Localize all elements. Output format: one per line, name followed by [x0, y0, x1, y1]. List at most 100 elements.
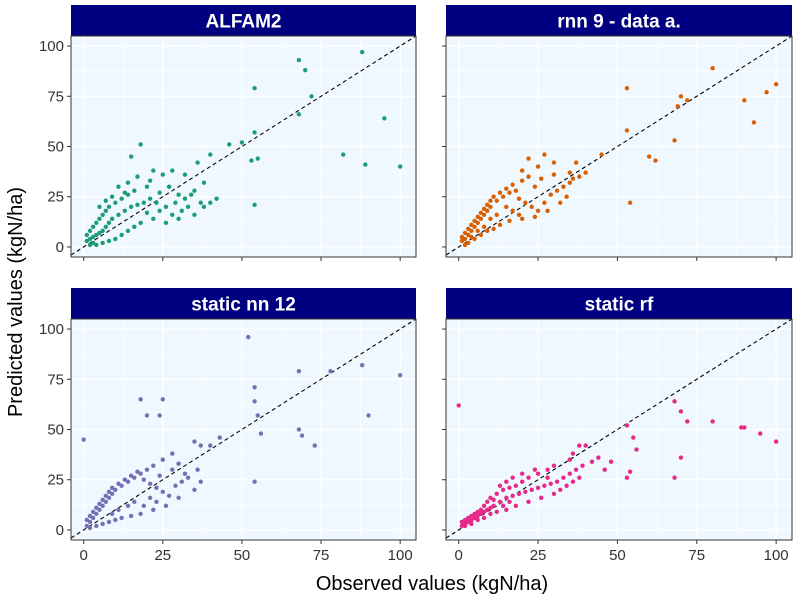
data-point	[109, 511, 115, 517]
panel-title: rnn 9 - data a.	[557, 12, 681, 33]
data-point	[201, 180, 207, 185]
data-point	[97, 507, 102, 513]
data-point	[103, 198, 109, 203]
data-point	[359, 49, 365, 55]
data-point	[504, 204, 509, 209]
data-point	[382, 116, 387, 121]
data-point	[523, 200, 528, 205]
data-point	[472, 515, 477, 521]
data-point	[475, 509, 480, 515]
data-point	[545, 467, 550, 472]
data-point	[672, 475, 677, 480]
data-point	[192, 212, 197, 218]
data-point	[513, 188, 519, 193]
data-point	[567, 170, 572, 175]
data-point	[551, 160, 557, 165]
data-point	[154, 200, 159, 205]
data-point	[170, 467, 175, 472]
data-point	[564, 483, 569, 488]
data-point	[466, 519, 471, 525]
data-point	[103, 499, 109, 505]
data-point	[366, 413, 371, 418]
data-point	[97, 204, 102, 209]
data-point	[147, 481, 153, 486]
data-point	[526, 156, 531, 161]
data-point	[141, 200, 146, 205]
data-point	[510, 475, 515, 480]
data-point	[176, 461, 181, 466]
data-point	[138, 511, 143, 517]
data-point	[179, 208, 184, 213]
data-point	[94, 220, 99, 226]
data-point	[160, 397, 165, 402]
data-point	[125, 479, 131, 484]
data-point	[397, 373, 403, 378]
data-point	[631, 435, 636, 440]
data-point	[475, 513, 480, 519]
data-point	[751, 120, 757, 125]
data-point	[103, 208, 109, 213]
data-point	[128, 513, 134, 519]
data-point	[570, 479, 576, 484]
data-point	[580, 463, 585, 468]
y-tick-label: 75	[47, 88, 64, 105]
data-point	[122, 477, 128, 482]
data-point	[113, 517, 118, 523]
data-point	[252, 202, 257, 207]
data-point	[141, 503, 146, 509]
data-point	[472, 236, 477, 242]
data-point	[456, 403, 461, 408]
data-point	[208, 200, 213, 205]
panel-strip	[446, 288, 792, 319]
y-tick-label: 25	[47, 189, 64, 206]
x-tick-label: 50	[609, 547, 626, 564]
data-point	[545, 208, 550, 213]
y-tick-label: 100	[39, 321, 64, 338]
data-point	[189, 192, 194, 197]
y-tick-label: 25	[47, 472, 64, 489]
data-point	[109, 216, 115, 222]
data-point	[166, 493, 172, 498]
data-point	[542, 200, 547, 205]
data-point	[481, 515, 487, 521]
data-point	[504, 479, 509, 484]
x-tick-label: 100	[764, 547, 789, 564]
data-point	[529, 204, 534, 209]
data-point	[125, 503, 131, 509]
data-point	[481, 206, 487, 211]
data-point	[526, 174, 531, 179]
data-point	[103, 493, 109, 498]
data-point	[478, 216, 484, 222]
data-point	[182, 172, 188, 177]
data-point	[478, 507, 484, 513]
data-point	[624, 86, 630, 91]
data-point	[119, 515, 124, 521]
data-point	[529, 487, 534, 492]
data-point	[573, 467, 579, 472]
data-point	[570, 451, 576, 456]
data-point	[227, 142, 232, 147]
data-point	[106, 204, 112, 209]
data-point	[87, 525, 93, 531]
data-point	[526, 475, 531, 480]
data-point	[309, 94, 314, 99]
data-point	[504, 186, 509, 191]
data-point	[567, 180, 572, 185]
data-point	[185, 475, 191, 480]
data-point	[596, 455, 601, 460]
data-point	[507, 218, 512, 224]
data-point	[469, 234, 474, 240]
panel-strip	[446, 5, 792, 36]
data-point	[710, 419, 715, 424]
data-point	[488, 505, 493, 511]
data-point	[513, 483, 519, 488]
data-point	[106, 220, 112, 226]
panel-4: static rf 0 25 50 75 100	[442, 288, 793, 564]
x-tick-label: 75	[688, 547, 705, 564]
y-tick-label: 100	[39, 38, 64, 55]
data-point	[90, 515, 96, 521]
data-point	[97, 230, 102, 236]
data-point	[94, 523, 99, 529]
data-point	[90, 509, 96, 515]
